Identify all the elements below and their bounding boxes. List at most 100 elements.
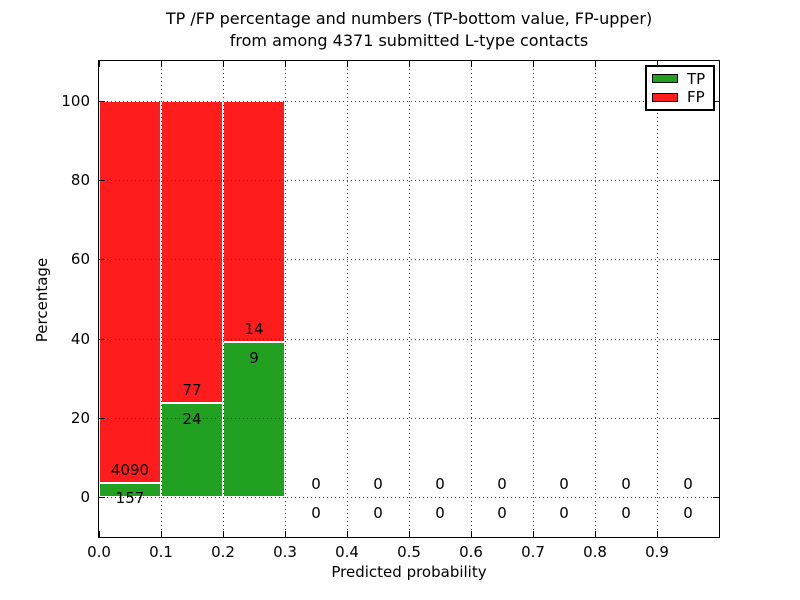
y-tick-label: 40: [70, 329, 90, 348]
fp-count-label: 0: [559, 475, 569, 494]
x-tick-mark: [471, 531, 472, 537]
gridline-vertical: [471, 61, 472, 537]
x-tick-mark: [285, 61, 286, 67]
x-tick-label: 0.8: [583, 543, 607, 561]
tp-count-label: 24: [182, 409, 202, 428]
x-tick-mark: [161, 61, 162, 67]
chart-title-line2: from among 4371 submitted L-type contact…: [229, 31, 589, 50]
x-tick-label: 0.3: [273, 543, 297, 561]
gridline-vertical: [285, 61, 286, 537]
x-tick-mark: [533, 61, 534, 67]
x-tick-mark: [347, 61, 348, 67]
y-tick-mark: [99, 180, 105, 181]
gridline-horizontal: [99, 259, 719, 260]
y-tick-mark: [99, 497, 105, 498]
x-tick-mark: [223, 531, 224, 537]
x-tick-label: 0.4: [335, 543, 359, 561]
bar-tp-segment: [99, 482, 161, 498]
gridline-horizontal: [99, 180, 719, 181]
legend-entry-fp: FP: [652, 89, 708, 105]
y-tick-label: 20: [70, 409, 90, 427]
bar-fp-segment: [161, 100, 223, 404]
legend-label-tp: TP: [687, 69, 706, 88]
gridline-horizontal: [99, 418, 719, 419]
y-tick-label: 100: [61, 91, 90, 110]
x-tick-mark: [471, 61, 472, 67]
x-tick-label: 0.0: [87, 543, 111, 561]
fp-count-label: 4090: [110, 460, 150, 479]
fp-count-label: 0: [311, 475, 321, 494]
tp-color-swatch: [652, 74, 678, 84]
y-tick-label: 60: [70, 250, 90, 269]
x-tick-label: 0.7: [521, 543, 545, 561]
tp-count-label: 0: [559, 503, 569, 522]
y-tick-mark: [713, 259, 719, 260]
tp-count-label: 157: [115, 489, 145, 508]
gridline-vertical: [161, 61, 162, 537]
x-axis-label: Predicted probability: [331, 563, 487, 581]
x-tick-mark: [347, 531, 348, 537]
x-tick-mark: [657, 61, 658, 67]
x-tick-mark: [595, 61, 596, 67]
gridline-vertical: [657, 61, 658, 537]
tp-count-label: 9: [249, 348, 259, 367]
tp-count-label: 0: [373, 503, 383, 522]
tp-count-label: 0: [311, 503, 321, 522]
legend-entry-tp: TP: [652, 71, 708, 87]
fp-count-label: 0: [497, 475, 507, 494]
x-tick-mark: [533, 531, 534, 537]
x-tick-label: 0.2: [211, 543, 235, 561]
legend-label-fp: FP: [687, 88, 705, 107]
x-tick-label: 0.5: [397, 543, 421, 561]
fp-count-label: 77: [182, 380, 202, 399]
y-tick-mark: [713, 180, 719, 181]
y-tick-mark: [99, 418, 105, 419]
gridline-vertical: [533, 61, 534, 537]
x-tick-mark: [223, 61, 224, 67]
x-tick-mark: [99, 531, 100, 537]
legend: TP FP: [645, 65, 715, 111]
y-tick-mark: [99, 259, 105, 260]
fp-count-label: 0: [683, 475, 693, 494]
y-tick-mark: [713, 101, 719, 102]
x-tick-mark: [409, 531, 410, 537]
y-tick-mark: [713, 418, 719, 419]
y-tick-mark: [713, 339, 719, 340]
fp-count-label: 14: [244, 320, 264, 339]
y-tick-label: 80: [70, 171, 90, 189]
x-tick-mark: [657, 531, 658, 537]
y-tick-label: 0: [80, 488, 90, 507]
chart-title-line1: TP /FP percentage and numbers (TP-bottom…: [165, 9, 653, 28]
x-tick-mark: [161, 531, 162, 537]
x-tick-label: 0.1: [149, 543, 173, 561]
tp-count-label: 0: [683, 503, 693, 522]
gridline-horizontal: [99, 339, 719, 340]
fp-color-swatch: [652, 92, 678, 102]
gridline-vertical: [223, 61, 224, 537]
gridline-vertical: [409, 61, 410, 537]
tp-count-label: 0: [435, 503, 445, 522]
x-tick-mark: [409, 61, 410, 67]
plot-area: 4090 157 77 24 14 9 0 0 0 0 0 0 0 0 0 0 0 0 0 0: [98, 60, 720, 538]
gridline-horizontal: [99, 101, 719, 102]
gridline-vertical: [595, 61, 596, 537]
x-tick-label: 0.9: [645, 543, 669, 561]
fp-count-label: 0: [435, 475, 445, 494]
fp-count-label: 0: [621, 475, 631, 494]
y-tick-mark: [99, 101, 105, 102]
y-tick-mark: [713, 497, 719, 498]
x-tick-label: 0.6: [459, 543, 483, 561]
bar-tp-segment: [223, 342, 285, 498]
y-tick-mark: [99, 339, 105, 340]
gridline-vertical: [347, 61, 348, 537]
gridline-horizontal: [99, 497, 719, 498]
bar-fp-segment: [223, 100, 285, 343]
fp-count-label: 0: [373, 475, 383, 494]
tp-count-label: 0: [621, 503, 631, 522]
tp-count-label: 0: [497, 503, 507, 522]
x-tick-mark: [595, 531, 596, 537]
x-tick-mark: [285, 531, 286, 537]
bar-fp-segment: [99, 100, 161, 483]
x-tick-mark: [99, 61, 100, 67]
